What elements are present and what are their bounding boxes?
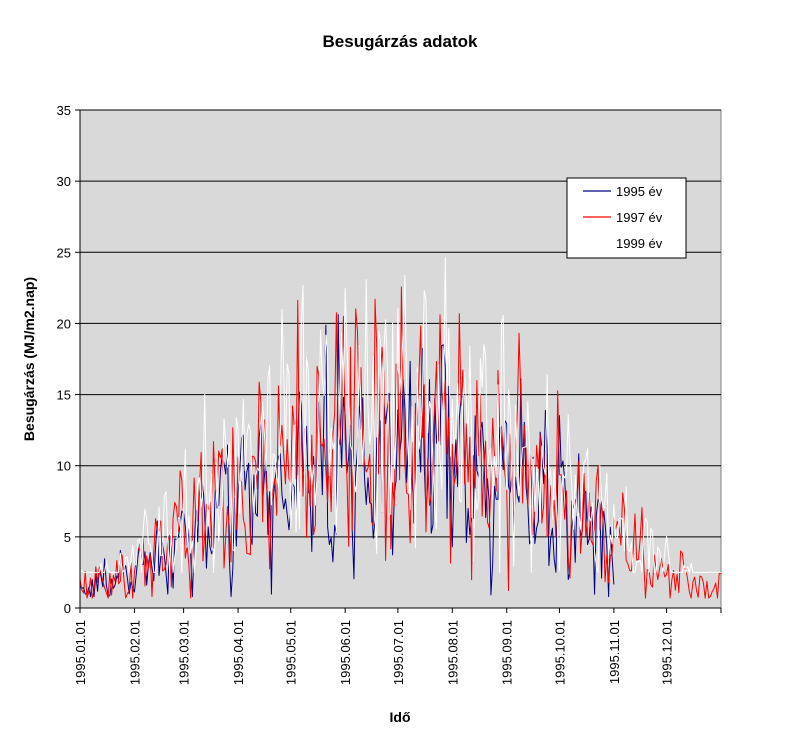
x-axis-title: Idő: [390, 709, 411, 725]
x-tick-label: 1995.12.01: [660, 620, 675, 685]
y-tick-label: 30: [57, 174, 71, 189]
x-tick-label: 1995.06.01: [338, 620, 353, 685]
chart-title: Besugárzás adatok: [323, 32, 478, 51]
y-axis-ticks: 0 5 10 15 20 25 30 35: [57, 103, 80, 616]
x-tick-label: 1995.08.01: [445, 620, 460, 685]
y-tick-label: 25: [57, 245, 71, 260]
series-group: [79, 257, 722, 599]
y-axis-title: Besugárzás (MJ/m2.nap): [21, 277, 37, 441]
x-tick-label: 1995.11.01: [607, 620, 622, 684]
x-tick-label: 1995.07.01: [391, 620, 406, 685]
legend-label-1999: 1999 év: [616, 236, 663, 251]
y-tick-label: 15: [57, 388, 71, 403]
y-tick-label: 5: [64, 530, 71, 545]
x-tick-label: 1995.03.01: [177, 620, 192, 685]
x-tick-label: 1995.10.01: [552, 620, 567, 685]
y-tick-label: 0: [64, 601, 71, 616]
legend-label-1995: 1995 év: [616, 184, 663, 199]
y-tick-label: 10: [57, 459, 71, 474]
x-tick-label: 1995.01.01: [73, 620, 88, 685]
x-tick-label: 1995.04.01: [231, 620, 246, 685]
x-tick-label: 1995.09.01: [500, 620, 515, 685]
x-tick-label: 1995.02.01: [127, 620, 142, 685]
y-tick-label: 35: [57, 103, 71, 118]
x-axis-ticks: 1995.01.01 1995.02.01 1995.03.01 1995.04.01…: [73, 608, 722, 685]
series-line: [79, 257, 721, 573]
legend-label-1997: 1997 év: [616, 210, 663, 225]
y-tick-label: 20: [57, 316, 71, 331]
x-tick-label: 1995.05.01: [284, 620, 299, 685]
legend: 1995 év 1997 év 1999 év: [566, 177, 687, 259]
